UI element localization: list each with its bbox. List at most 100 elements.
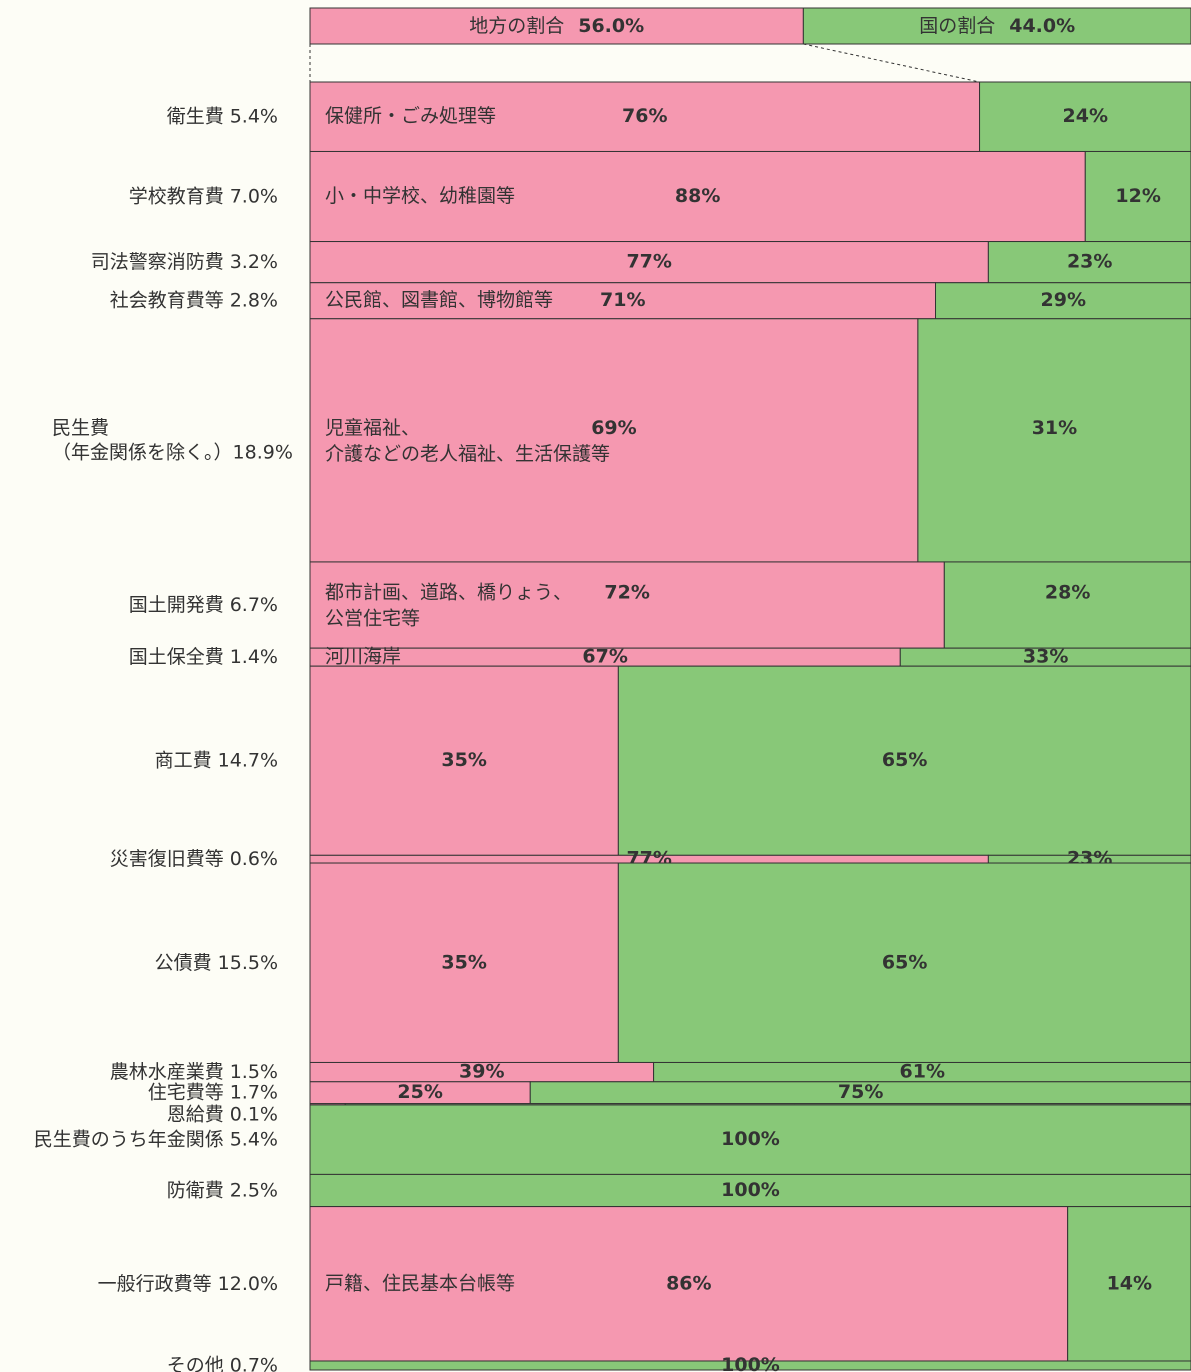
share-label: 18.9% [233,441,293,463]
category-label: 学校教育費 7.0% [129,185,278,207]
category-label: 公債費 15.5% [155,951,278,973]
series-name: 地方の割合 [469,15,564,37]
total-bar [802,7,1191,45]
value-label: 100% [721,1179,780,1201]
value-label: 12% [1115,185,1160,207]
national-bar [943,561,1191,649]
category-name: 商工費 [155,749,212,771]
category-name: 一般行政費等 [98,1272,212,1294]
category-name: 学校教育費 [129,185,224,207]
share-label: 14.7% [218,749,278,771]
share-label: 15.5% [218,951,278,973]
value-label: 65% [882,951,927,973]
value-label: 25% [397,1081,442,1103]
national-bar [935,282,1191,320]
value-label: 28% [1045,582,1090,604]
category-name: 国土開発費 [129,594,224,616]
category-label: 一般行政費等 12.0% [98,1272,278,1294]
category-label: 恩給費 0.1% [167,1103,278,1125]
value-label: 65% [882,749,927,771]
total-value: 56.0% [578,15,644,37]
value-label: 33% [1023,646,1068,668]
total-label: 国の割合 44.0% [919,15,1075,37]
national-bar [309,1104,1191,1175]
category-name: 農林水産業費 [110,1061,224,1083]
share-label: 1.7% [230,1081,278,1103]
share-label: 5.4% [230,105,278,127]
value-label: 72% [604,582,649,604]
national-bar [1067,1206,1191,1362]
local-bar [309,862,619,1063]
description: 介護などの老人福祉、生活保護等 [325,443,610,465]
share-label: 7.0% [230,185,278,207]
category-label: 防衛費 2.5% [167,1179,278,1201]
national-bar [979,81,1191,152]
national-bar [917,318,1191,563]
category-name: 民生費のうち年金関係 [34,1128,224,1150]
value-label: 88% [675,185,720,207]
category-name: 恩給費 [167,1103,224,1125]
category-label: 民生費のうち年金関係 5.4% [34,1128,278,1150]
category-label: 災害復旧費等 0.6% [110,848,278,870]
category-label: 民生費 [52,417,109,439]
guide [803,43,980,83]
value-label: 39% [459,1061,504,1083]
value-label: 77% [626,251,671,273]
value-label: 86% [666,1272,711,1294]
local-bar [309,1206,1069,1362]
category-name: 住宅費等 [148,1081,224,1103]
total-value: 44.0% [1009,15,1075,37]
share-label: 0.6% [230,848,278,870]
share-label: 1.5% [230,1061,278,1083]
description: 保健所・ごみ処理等 [325,105,496,127]
share-label: 3.2% [230,251,278,273]
category-label: その他 0.7% [167,1354,278,1372]
local-bar [309,561,945,649]
category-label: 社会教育費等 2.8% [110,289,278,311]
value-label: 35% [441,951,486,973]
share-label: 2.8% [230,289,278,311]
category-label: 国土開発費 6.7% [129,594,278,616]
local-bar [309,150,1086,243]
share-label: 2.5% [230,1179,278,1201]
value-label: 61% [900,1061,945,1083]
value-label: 35% [441,749,486,771]
value-label: 100% [721,1128,780,1150]
value-label: 100% [721,1354,780,1372]
category-name: その他 [167,1354,224,1372]
category-name: 防衛費 [167,1179,224,1201]
category-label: 農林水産業費 1.5% [110,1061,278,1083]
category-name: 衛生費 [167,105,224,127]
share-label: 1.4% [230,646,278,668]
national-bar [1084,150,1191,243]
category-name: 公債費 [155,951,212,973]
local-bar [309,81,981,152]
local-bar [309,665,619,856]
category-name: 国土保全費 [129,646,224,668]
category-label: 衛生費 5.4% [167,105,278,127]
category-label: （年金関係を除く。）18.9% [52,441,293,463]
value-label: 75% [838,1081,883,1103]
description: 都市計画、道路、橋りょう、 [325,582,572,604]
category-name: 災害復旧費等 [110,848,224,870]
category-label: 国土保全費 1.4% [129,646,278,668]
value-label: 76% [622,105,667,127]
category-label: 住宅費等 1.7% [148,1081,278,1103]
category-name: （年金関係を除く。） [52,441,233,463]
share-label: 12.0% [218,1272,278,1294]
value-label: 23% [1067,251,1112,273]
category-label: 司法警察消防費 3.2% [91,251,278,273]
series-name: 国の割合 [919,15,995,37]
value-label: 69% [591,417,636,439]
category-name: 司法警察消防費 [91,251,224,273]
description: 公営住宅等 [325,608,420,630]
total-bar [309,7,804,45]
category-name: 社会教育費等 [110,289,224,311]
description: 小・中学校、幼稚園等 [325,185,515,207]
value-label: 14% [1107,1272,1152,1294]
national-bar [617,665,1191,856]
description: 戸籍、住民基本台帳等 [325,1272,515,1294]
value-label: 31% [1032,417,1077,439]
national-bar [309,1360,1191,1371]
